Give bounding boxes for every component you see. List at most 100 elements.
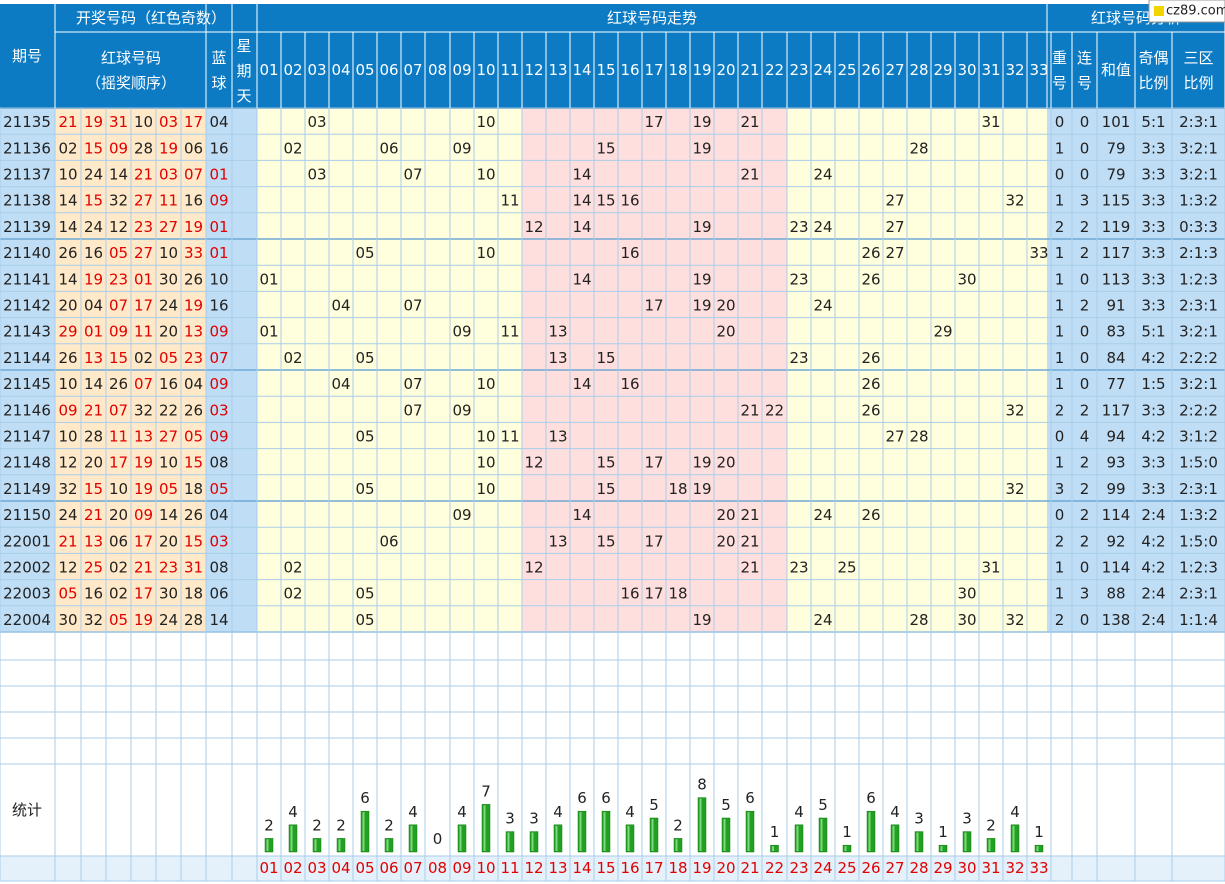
trend-number-cell: 19 bbox=[692, 611, 711, 629]
repeat-cell: 1 bbox=[1055, 139, 1065, 157]
stats-bar-highlight bbox=[386, 839, 389, 851]
stats-bar-highlight bbox=[892, 825, 895, 851]
sum-cell: 94 bbox=[1106, 428, 1125, 446]
zone-ratio-cell: 1:5:0 bbox=[1179, 454, 1218, 472]
trend-number-cell: 07 bbox=[403, 401, 422, 419]
stats-value-08: 0 bbox=[433, 830, 443, 848]
period-cell: 21144 bbox=[3, 349, 51, 367]
stats-value-21: 6 bbox=[745, 789, 755, 807]
blue-ball-cell: 09 bbox=[209, 323, 228, 341]
sum-cell: 138 bbox=[1102, 611, 1131, 629]
trend-number-cell: 05 bbox=[355, 480, 374, 498]
red-ball-cell: 20 bbox=[159, 532, 178, 550]
red-ball-cell: 10 bbox=[109, 480, 128, 498]
trend-number-cell: 15 bbox=[596, 349, 615, 367]
period-cell: 21137 bbox=[3, 166, 51, 184]
stats-value-28: 3 bbox=[914, 810, 924, 828]
stats-number-22: 22 bbox=[765, 859, 784, 877]
number-header-16: 16 bbox=[620, 61, 639, 79]
watermark-text: cz89.com bbox=[1166, 4, 1225, 19]
number-header-18: 18 bbox=[668, 61, 687, 79]
repeat-cell: 1 bbox=[1055, 192, 1065, 210]
consec-cell: 2 bbox=[1080, 532, 1090, 550]
stats-number-03: 03 bbox=[307, 859, 326, 877]
red-ball-cell: 10 bbox=[134, 113, 153, 131]
number-header-08: 08 bbox=[428, 61, 447, 79]
trend-number-cell: 14 bbox=[572, 166, 591, 184]
sum-cell: 93 bbox=[1106, 454, 1125, 472]
red-ball-cell: 23 bbox=[109, 270, 128, 288]
consec-cell: 3 bbox=[1080, 585, 1090, 603]
stats-bar-highlight bbox=[772, 846, 774, 851]
red-ball-cell: 01 bbox=[134, 270, 153, 288]
blue-ball-cell: 09 bbox=[209, 192, 228, 210]
red-ball-cell: 24 bbox=[58, 506, 77, 524]
trend-number-cell: 24 bbox=[813, 218, 832, 236]
trend-number-cell: 11 bbox=[500, 323, 519, 341]
trend-number-cell: 20 bbox=[716, 532, 735, 550]
period-cell: 22003 bbox=[3, 585, 51, 603]
stats-bar-32 bbox=[1010, 824, 1020, 853]
zone-ratio-cell: 2:3:1 bbox=[1179, 480, 1218, 498]
stats-number-18: 18 bbox=[668, 859, 687, 877]
consec-header: 连 bbox=[1077, 49, 1092, 67]
stats-bar-26 bbox=[866, 810, 876, 853]
stats-bar-17 bbox=[649, 817, 659, 853]
stats-number-33: 33 bbox=[1029, 859, 1048, 877]
stats-value-31: 2 bbox=[986, 816, 996, 834]
repeat-cell: 0 bbox=[1055, 166, 1065, 184]
stats-bar-28 bbox=[914, 831, 924, 853]
trend-number-cell: 02 bbox=[283, 349, 302, 367]
trend-number-cell: 30 bbox=[957, 611, 976, 629]
red-ball-cell: 12 bbox=[109, 218, 128, 236]
number-header-31: 31 bbox=[981, 61, 1000, 79]
trend-number-cell: 10 bbox=[476, 454, 495, 472]
red-ball-cell: 15 bbox=[84, 192, 103, 210]
trend-number-cell: 25 bbox=[837, 559, 856, 577]
stats-bar-09 bbox=[457, 824, 467, 853]
oddeven-cell: 4:2 bbox=[1141, 428, 1165, 446]
repeat-cell: 2 bbox=[1055, 611, 1065, 629]
stats-bar-03 bbox=[312, 838, 322, 853]
red-ball-cell: 05 bbox=[109, 611, 128, 629]
oddeven-cell: 3:3 bbox=[1141, 244, 1165, 262]
red-ball-cell: 09 bbox=[109, 139, 128, 157]
oddeven-cell: 4:2 bbox=[1141, 559, 1165, 577]
repeat-header-sub: 号 bbox=[1052, 74, 1067, 92]
stats-bar-12 bbox=[529, 831, 539, 853]
consec-cell: 0 bbox=[1080, 166, 1090, 184]
stats-bar-highlight bbox=[459, 825, 462, 851]
number-header-15: 15 bbox=[596, 61, 615, 79]
blue-ball-cell: 09 bbox=[209, 375, 228, 393]
red-ball-cell: 18 bbox=[184, 585, 203, 603]
stats-bar-highlight bbox=[603, 812, 606, 851]
trend-number-cell: 03 bbox=[307, 166, 326, 184]
stats-number-15: 15 bbox=[596, 859, 615, 877]
trend-number-cell: 04 bbox=[331, 375, 350, 393]
red-ball-cell: 05 bbox=[109, 244, 128, 262]
repeat-cell: 0 bbox=[1055, 506, 1065, 524]
trend-number-cell: 32 bbox=[1005, 480, 1024, 498]
sum-cell: 79 bbox=[1106, 139, 1125, 157]
stats-value-29: 1 bbox=[938, 823, 948, 841]
number-header-01: 01 bbox=[259, 61, 278, 79]
consec-cell: 2 bbox=[1080, 506, 1090, 524]
sum-cell: 113 bbox=[1102, 270, 1131, 288]
blue-ball-cell: 04 bbox=[209, 506, 228, 524]
trend-number-cell: 32 bbox=[1005, 192, 1024, 210]
blue-ball-cell: 04 bbox=[209, 113, 228, 131]
stats-value-09: 4 bbox=[457, 803, 467, 821]
trend-number-cell: 07 bbox=[403, 297, 422, 315]
oddeven-cell: 3:3 bbox=[1141, 166, 1165, 184]
red-ball-cell: 12 bbox=[58, 454, 77, 472]
red-ball-cell: 30 bbox=[159, 585, 178, 603]
consec-cell: 0 bbox=[1080, 611, 1090, 629]
stats-bar-11 bbox=[505, 831, 515, 853]
zone-ratio-cell: 1:3:2 bbox=[1179, 506, 1218, 524]
red-ball-cell: 14 bbox=[58, 192, 77, 210]
stats-bar-highlight bbox=[410, 825, 413, 851]
trend-number-cell: 02 bbox=[283, 585, 302, 603]
draw-header: 开奖号码（红色奇数） bbox=[76, 9, 226, 27]
zone-ratio-header: 三区 bbox=[1183, 49, 1213, 67]
repeat-cell: 1 bbox=[1055, 349, 1065, 367]
